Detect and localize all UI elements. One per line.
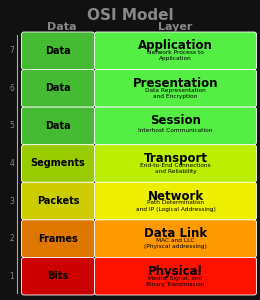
Text: Physical: Physical: [148, 265, 203, 278]
FancyBboxPatch shape: [22, 257, 94, 295]
Text: 7: 7: [10, 46, 15, 55]
Text: Data Link: Data Link: [144, 227, 207, 240]
Text: OSI Model: OSI Model: [87, 8, 173, 23]
FancyBboxPatch shape: [22, 182, 94, 220]
FancyBboxPatch shape: [22, 70, 94, 107]
Text: Data: Data: [45, 121, 71, 131]
Text: Presentation: Presentation: [133, 77, 218, 90]
Text: 6: 6: [10, 84, 15, 93]
FancyBboxPatch shape: [94, 70, 257, 107]
Text: Network Process to
Application: Network Process to Application: [147, 50, 204, 61]
Text: Session: Session: [150, 114, 201, 128]
Text: Data: Data: [45, 46, 71, 56]
Text: 5: 5: [10, 122, 15, 130]
Text: Media, Signal, and
Binary Transmission: Media, Signal, and Binary Transmission: [146, 276, 205, 287]
Text: Bits: Bits: [47, 271, 69, 281]
Text: MAC and LLC
(Phyiscal addressing): MAC and LLC (Phyiscal addressing): [144, 238, 207, 249]
Text: Application: Application: [138, 39, 213, 52]
FancyBboxPatch shape: [22, 220, 94, 257]
Text: Packets: Packets: [37, 196, 79, 206]
Text: Network: Network: [147, 190, 204, 202]
Text: 1: 1: [10, 272, 14, 281]
Text: Path Determination
and IP (Logical Addressing): Path Determination and IP (Logical Addre…: [135, 200, 216, 212]
Text: Segments: Segments: [31, 158, 85, 169]
Text: 4: 4: [10, 159, 15, 168]
Text: Data Representation
and Encryption: Data Representation and Encryption: [145, 88, 206, 99]
FancyBboxPatch shape: [94, 107, 257, 145]
Text: End-to-End Connections
and Reliability: End-to-End Connections and Reliability: [140, 163, 211, 174]
FancyBboxPatch shape: [22, 107, 94, 145]
FancyBboxPatch shape: [22, 145, 94, 182]
Text: 3: 3: [10, 196, 15, 206]
FancyBboxPatch shape: [94, 32, 257, 70]
Text: Data: Data: [47, 22, 77, 32]
FancyBboxPatch shape: [94, 145, 257, 182]
Text: Frames: Frames: [38, 234, 78, 244]
Text: 2: 2: [10, 234, 14, 243]
Text: Data: Data: [45, 83, 71, 93]
FancyBboxPatch shape: [94, 220, 257, 257]
FancyBboxPatch shape: [94, 182, 257, 220]
Text: Layer: Layer: [158, 22, 192, 32]
FancyBboxPatch shape: [94, 257, 257, 295]
FancyBboxPatch shape: [22, 32, 94, 70]
Text: Interhost Communication: Interhost Communication: [138, 128, 213, 134]
Text: Transport: Transport: [144, 152, 207, 165]
